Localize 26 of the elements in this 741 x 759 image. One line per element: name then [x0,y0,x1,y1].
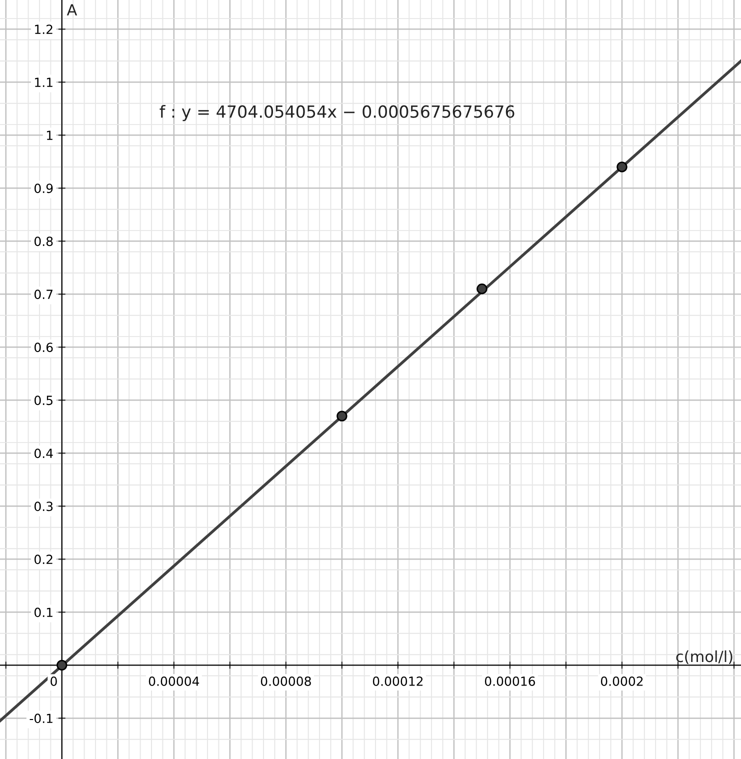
y-tick-label: 0.7 [34,290,52,300]
y-tick-label: 1 [46,130,52,140]
x-tick-label: 0.00012 [372,676,423,686]
point [336,410,348,422]
y-tick-label: 0.8 [34,236,53,246]
annotation: f : y = 4704.054054x − 0.0005675675676 [160,104,514,122]
y-tick-label: 0.2 [34,554,52,564]
y-tick-label: 0.9 [34,184,53,194]
y-tick-label: 0.5 [34,396,52,406]
point [616,162,628,172]
y-tick-label: -0.1 [30,714,52,724]
x-tick-label: 0.00004 [148,676,200,686]
x-tick-label: 0.0002 [600,676,643,686]
point [476,284,488,294]
y-tick-label: 1.2 [35,24,52,34]
point [56,660,68,671]
x-tick-label: 0.00016 [484,676,536,686]
x-tick-label: 0 [50,676,57,686]
x-tick-label: 0.00008 [260,676,311,686]
y-tick-label: 0.6 [34,342,53,352]
y-axis-title: A [66,4,78,16]
y-tick-label: 0.4 [34,448,53,458]
x-axis-title: c(mol/l) [676,650,732,664]
y-tick-label: 1.1 [35,78,52,87]
y-tick-label: 0.3 [34,502,53,512]
y-tick-label: 0.1 [34,608,52,618]
